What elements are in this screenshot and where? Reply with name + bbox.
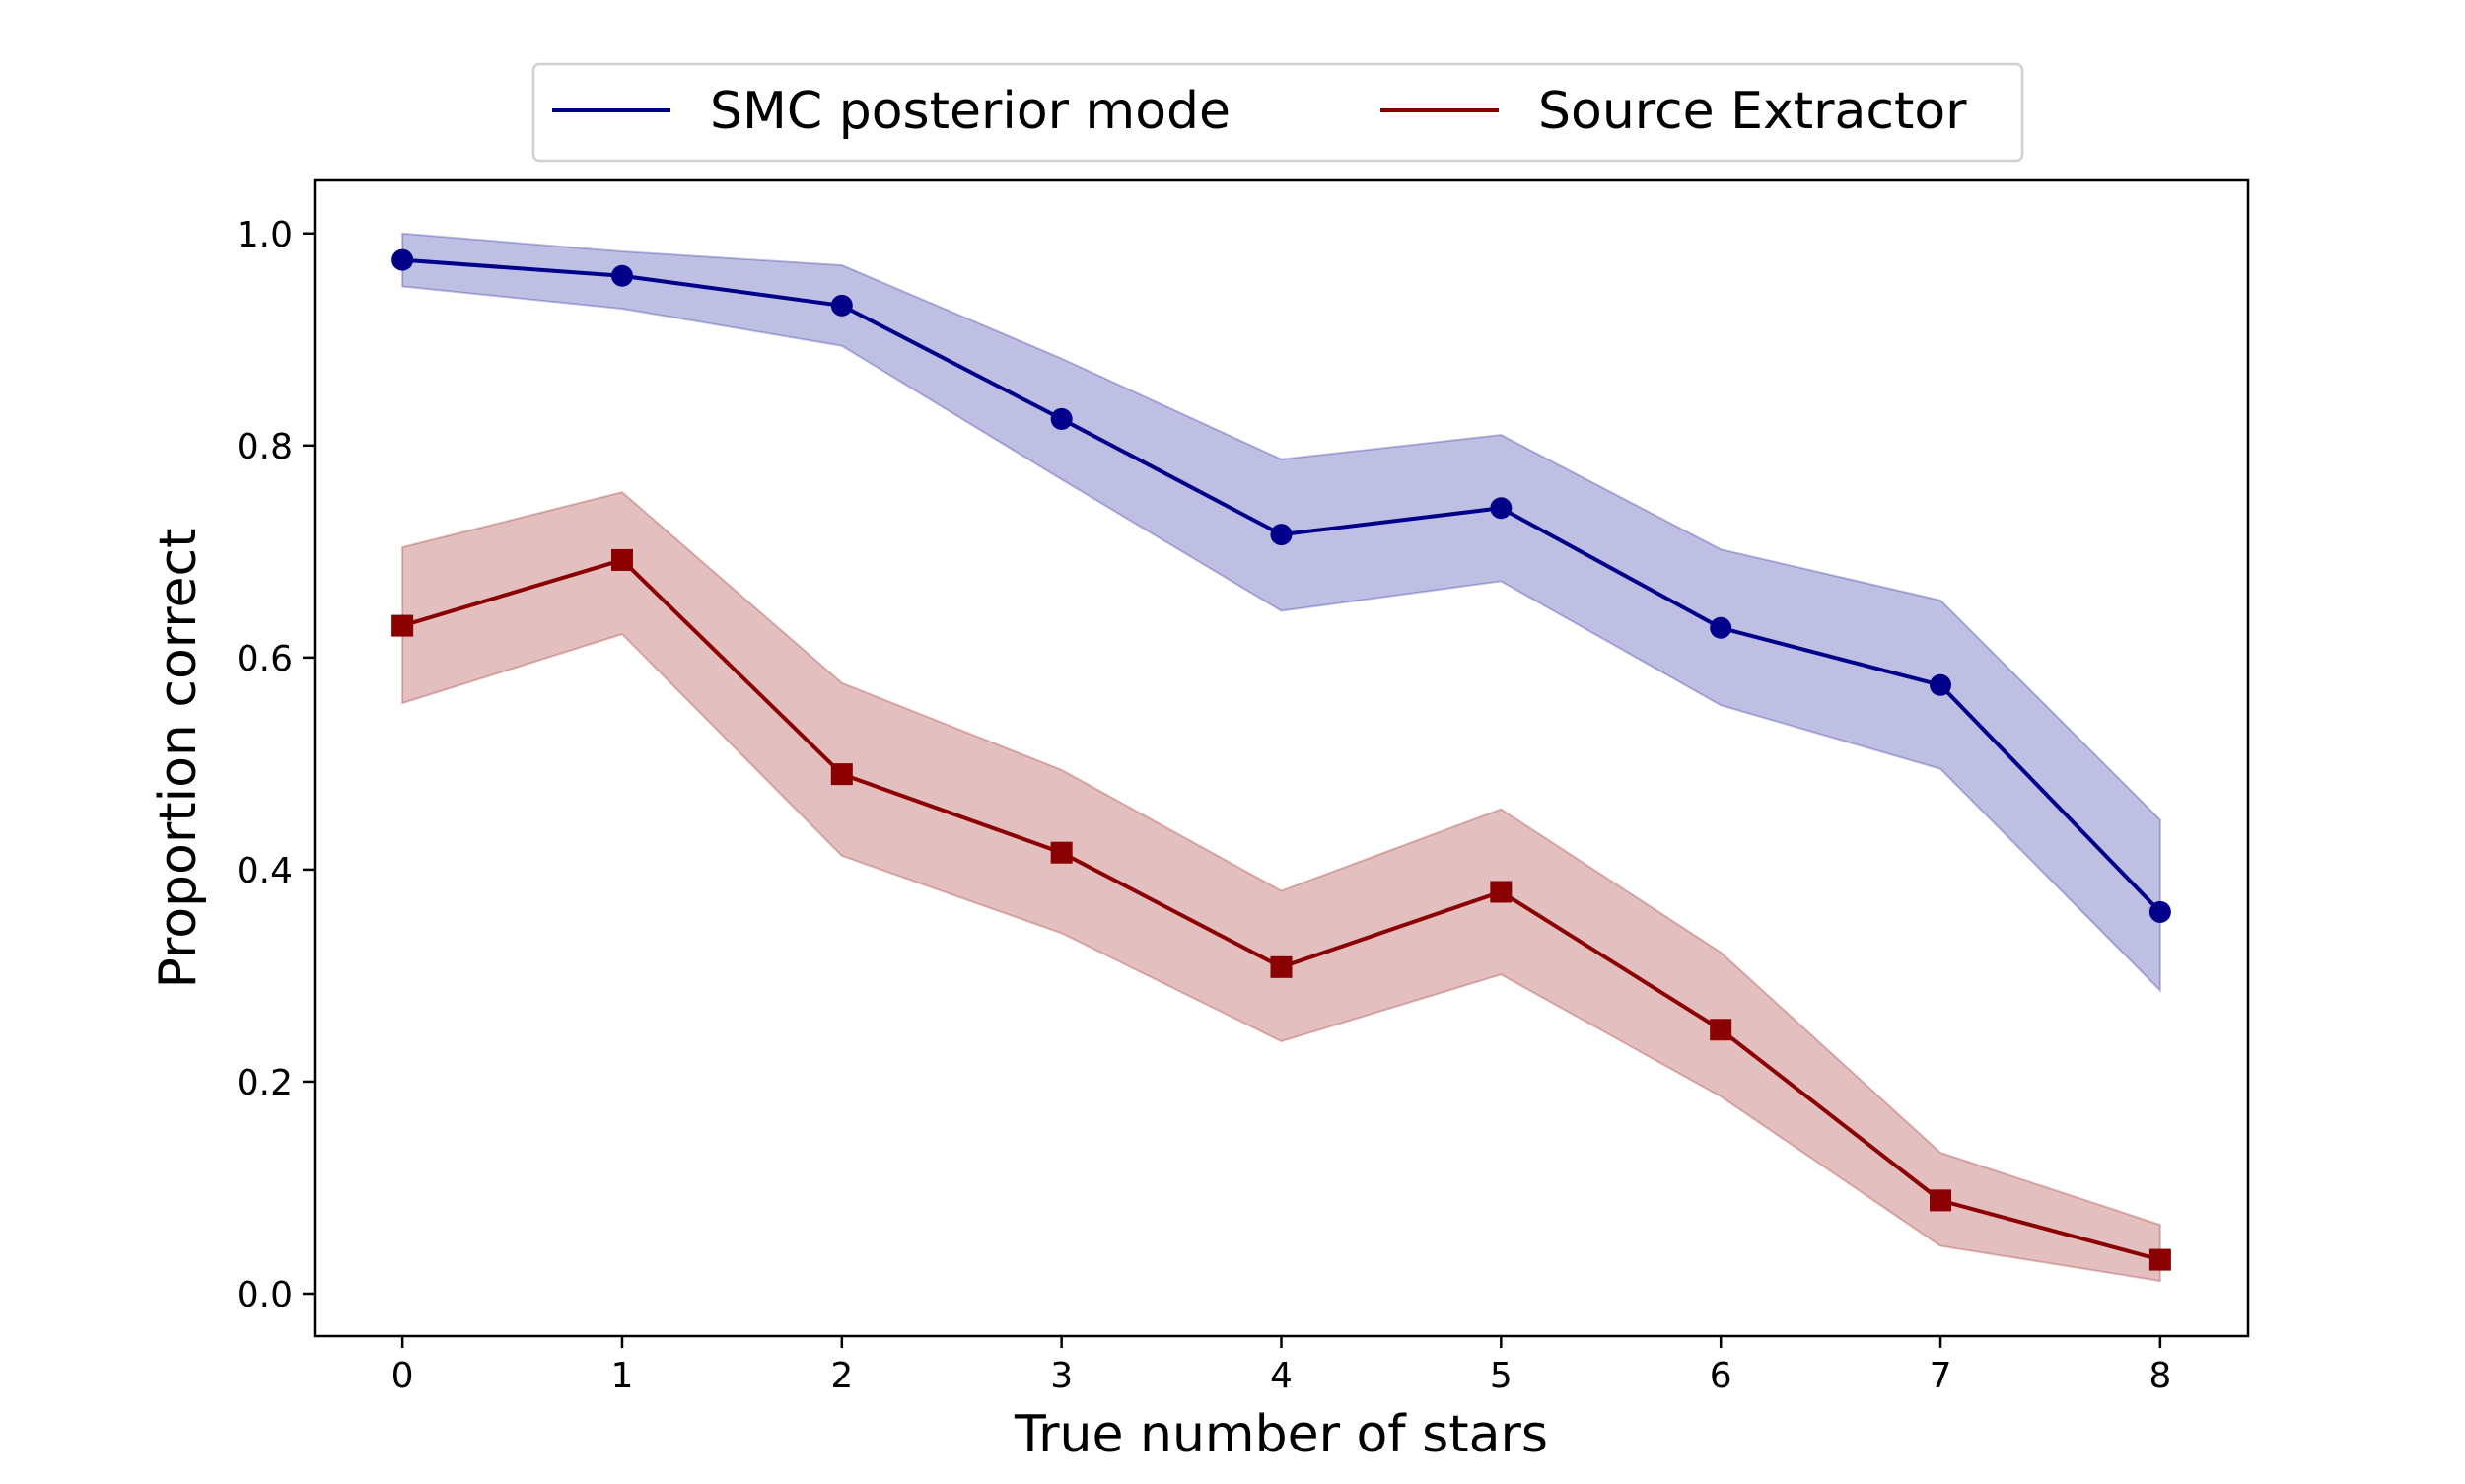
- x-tick-label: 2: [830, 1356, 853, 1396]
- y-axis-label: Proportion correct: [149, 529, 208, 989]
- x-tick-label: 7: [1930, 1356, 1952, 1396]
- confidence-bands: [401, 232, 2161, 1283]
- point-smc: [830, 294, 853, 317]
- point-source-extractor: [1050, 841, 1073, 864]
- point-smc: [1710, 616, 1732, 639]
- band-source-extractor: [401, 491, 2161, 1283]
- point-source-extractor: [830, 763, 853, 786]
- y-tick-label: 0.0: [237, 1275, 293, 1315]
- point-source-extractor: [1490, 881, 1513, 903]
- x-tick-label: 1: [611, 1356, 634, 1396]
- legend-label-smc: SMC posterior mode: [710, 82, 1231, 141]
- x-axis-ticks: 0 1 2 3 4 5 6 7 8: [391, 1336, 2171, 1396]
- point-source-extractor: [1270, 955, 1293, 978]
- x-tick-label: 0: [391, 1356, 414, 1396]
- x-tick-label: 5: [1490, 1356, 1513, 1396]
- y-tick-label: 0.8: [237, 427, 293, 467]
- y-axis-ticks: 0.0 0.2 0.4 0.6 0.8 1.0: [237, 215, 315, 1315]
- point-source-extractor: [2148, 1248, 2171, 1271]
- series-markers: [391, 248, 2171, 1271]
- x-tick-label: 6: [1710, 1356, 1732, 1396]
- x-axis-label: True number of stars: [1014, 1405, 1548, 1464]
- legend: SMC posterior mode Source Extractor: [531, 62, 2024, 163]
- x-tick-label: 8: [2148, 1356, 2171, 1396]
- point-smc: [391, 248, 414, 271]
- point-source-extractor: [610, 548, 633, 571]
- y-tick-label: 0.4: [237, 851, 293, 891]
- point-smc: [610, 264, 633, 287]
- x-tick-label: 3: [1050, 1356, 1073, 1396]
- point-smc: [2148, 900, 2171, 923]
- point-smc: [1490, 497, 1513, 520]
- legend-box: [531, 62, 2024, 163]
- point-smc: [1050, 407, 1073, 430]
- y-tick-label: 1.0: [237, 215, 293, 255]
- x-tick-label: 4: [1270, 1356, 1293, 1396]
- y-tick-label: 0.6: [237, 639, 293, 679]
- point-smc: [1270, 524, 1293, 546]
- point-source-extractor: [1930, 1189, 1952, 1212]
- point-smc: [1930, 673, 1952, 696]
- point-source-extractor: [391, 614, 414, 637]
- y-tick-label: 0.2: [237, 1063, 293, 1103]
- legend-label-source-extractor: Source Extractor: [1538, 82, 1967, 141]
- point-source-extractor: [1710, 1019, 1732, 1041]
- band-smc: [401, 232, 2161, 993]
